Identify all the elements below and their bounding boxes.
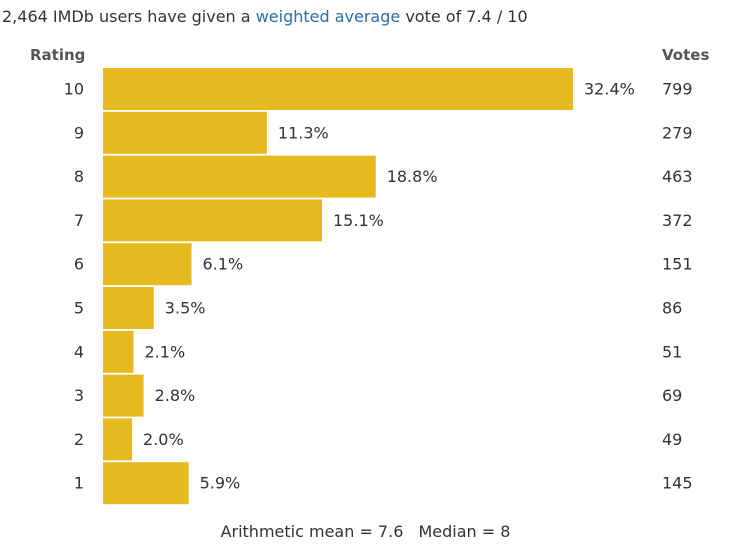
votes-count: 145 — [662, 474, 693, 493]
percentage-label: 18.8% — [387, 167, 438, 186]
rating-bar — [103, 199, 322, 242]
arithmetic-mean: Arithmetic mean = 7.6 — [220, 522, 404, 541]
percentage-label: 6.1% — [203, 255, 244, 274]
rating-label: 7 — [74, 211, 84, 230]
rating-statistics: Arithmetic mean = 7.6 Median = 8 — [0, 522, 731, 541]
percentage-label: 5.9% — [200, 474, 241, 493]
votes-count: 463 — [662, 167, 693, 186]
percentage-label: 32.4% — [584, 80, 635, 99]
rating-label: 5 — [74, 299, 84, 318]
rating-bar — [103, 243, 192, 286]
rating-bar — [103, 155, 376, 198]
votes-count: 279 — [662, 123, 693, 142]
votes-count: 86 — [662, 299, 682, 318]
votes-count: 49 — [662, 430, 682, 449]
percentage-label: 11.3% — [278, 123, 329, 142]
percentage-label: 3.5% — [165, 299, 206, 318]
summary-suffix: vote of 7.4 / 10 — [405, 7, 528, 26]
votes-count: 372 — [662, 211, 693, 230]
percentage-label: 2.8% — [155, 386, 196, 405]
rating-column-header: Rating — [30, 46, 86, 64]
percentage-label: 2.1% — [145, 342, 186, 361]
median: Median = 8 — [418, 522, 511, 541]
rating-label: 2 — [74, 430, 84, 449]
votes-count: 151 — [662, 255, 693, 274]
rating-label: 9 — [74, 123, 84, 142]
rating-label: 10 — [64, 80, 84, 99]
rating-bar — [103, 418, 132, 461]
percentage-label: 15.1% — [333, 211, 384, 230]
votes-count: 69 — [662, 386, 682, 405]
rating-label: 1 — [74, 474, 84, 493]
weighted-average-link[interactable]: weighted average — [255, 7, 401, 26]
rating-bar — [103, 374, 144, 417]
percentage-label: 2.0% — [143, 430, 184, 449]
votes-count: 799 — [662, 80, 693, 99]
rating-label: 6 — [74, 255, 84, 274]
vote-summary: 2,464 IMDb users have given a weighted a… — [2, 7, 528, 26]
rating-label: 8 — [74, 167, 84, 186]
rating-label: 3 — [74, 386, 84, 405]
rating-bar — [103, 111, 267, 154]
rating-bar — [103, 462, 189, 505]
votes-column-header: Votes — [662, 46, 710, 64]
summary-prefix: 2,464 IMDb users have given a — [2, 7, 251, 26]
votes-count: 51 — [662, 342, 682, 361]
rating-bar — [103, 68, 573, 110]
rating-label: 4 — [74, 342, 84, 361]
rating-bar — [103, 330, 134, 373]
rating-bar — [103, 287, 154, 329]
